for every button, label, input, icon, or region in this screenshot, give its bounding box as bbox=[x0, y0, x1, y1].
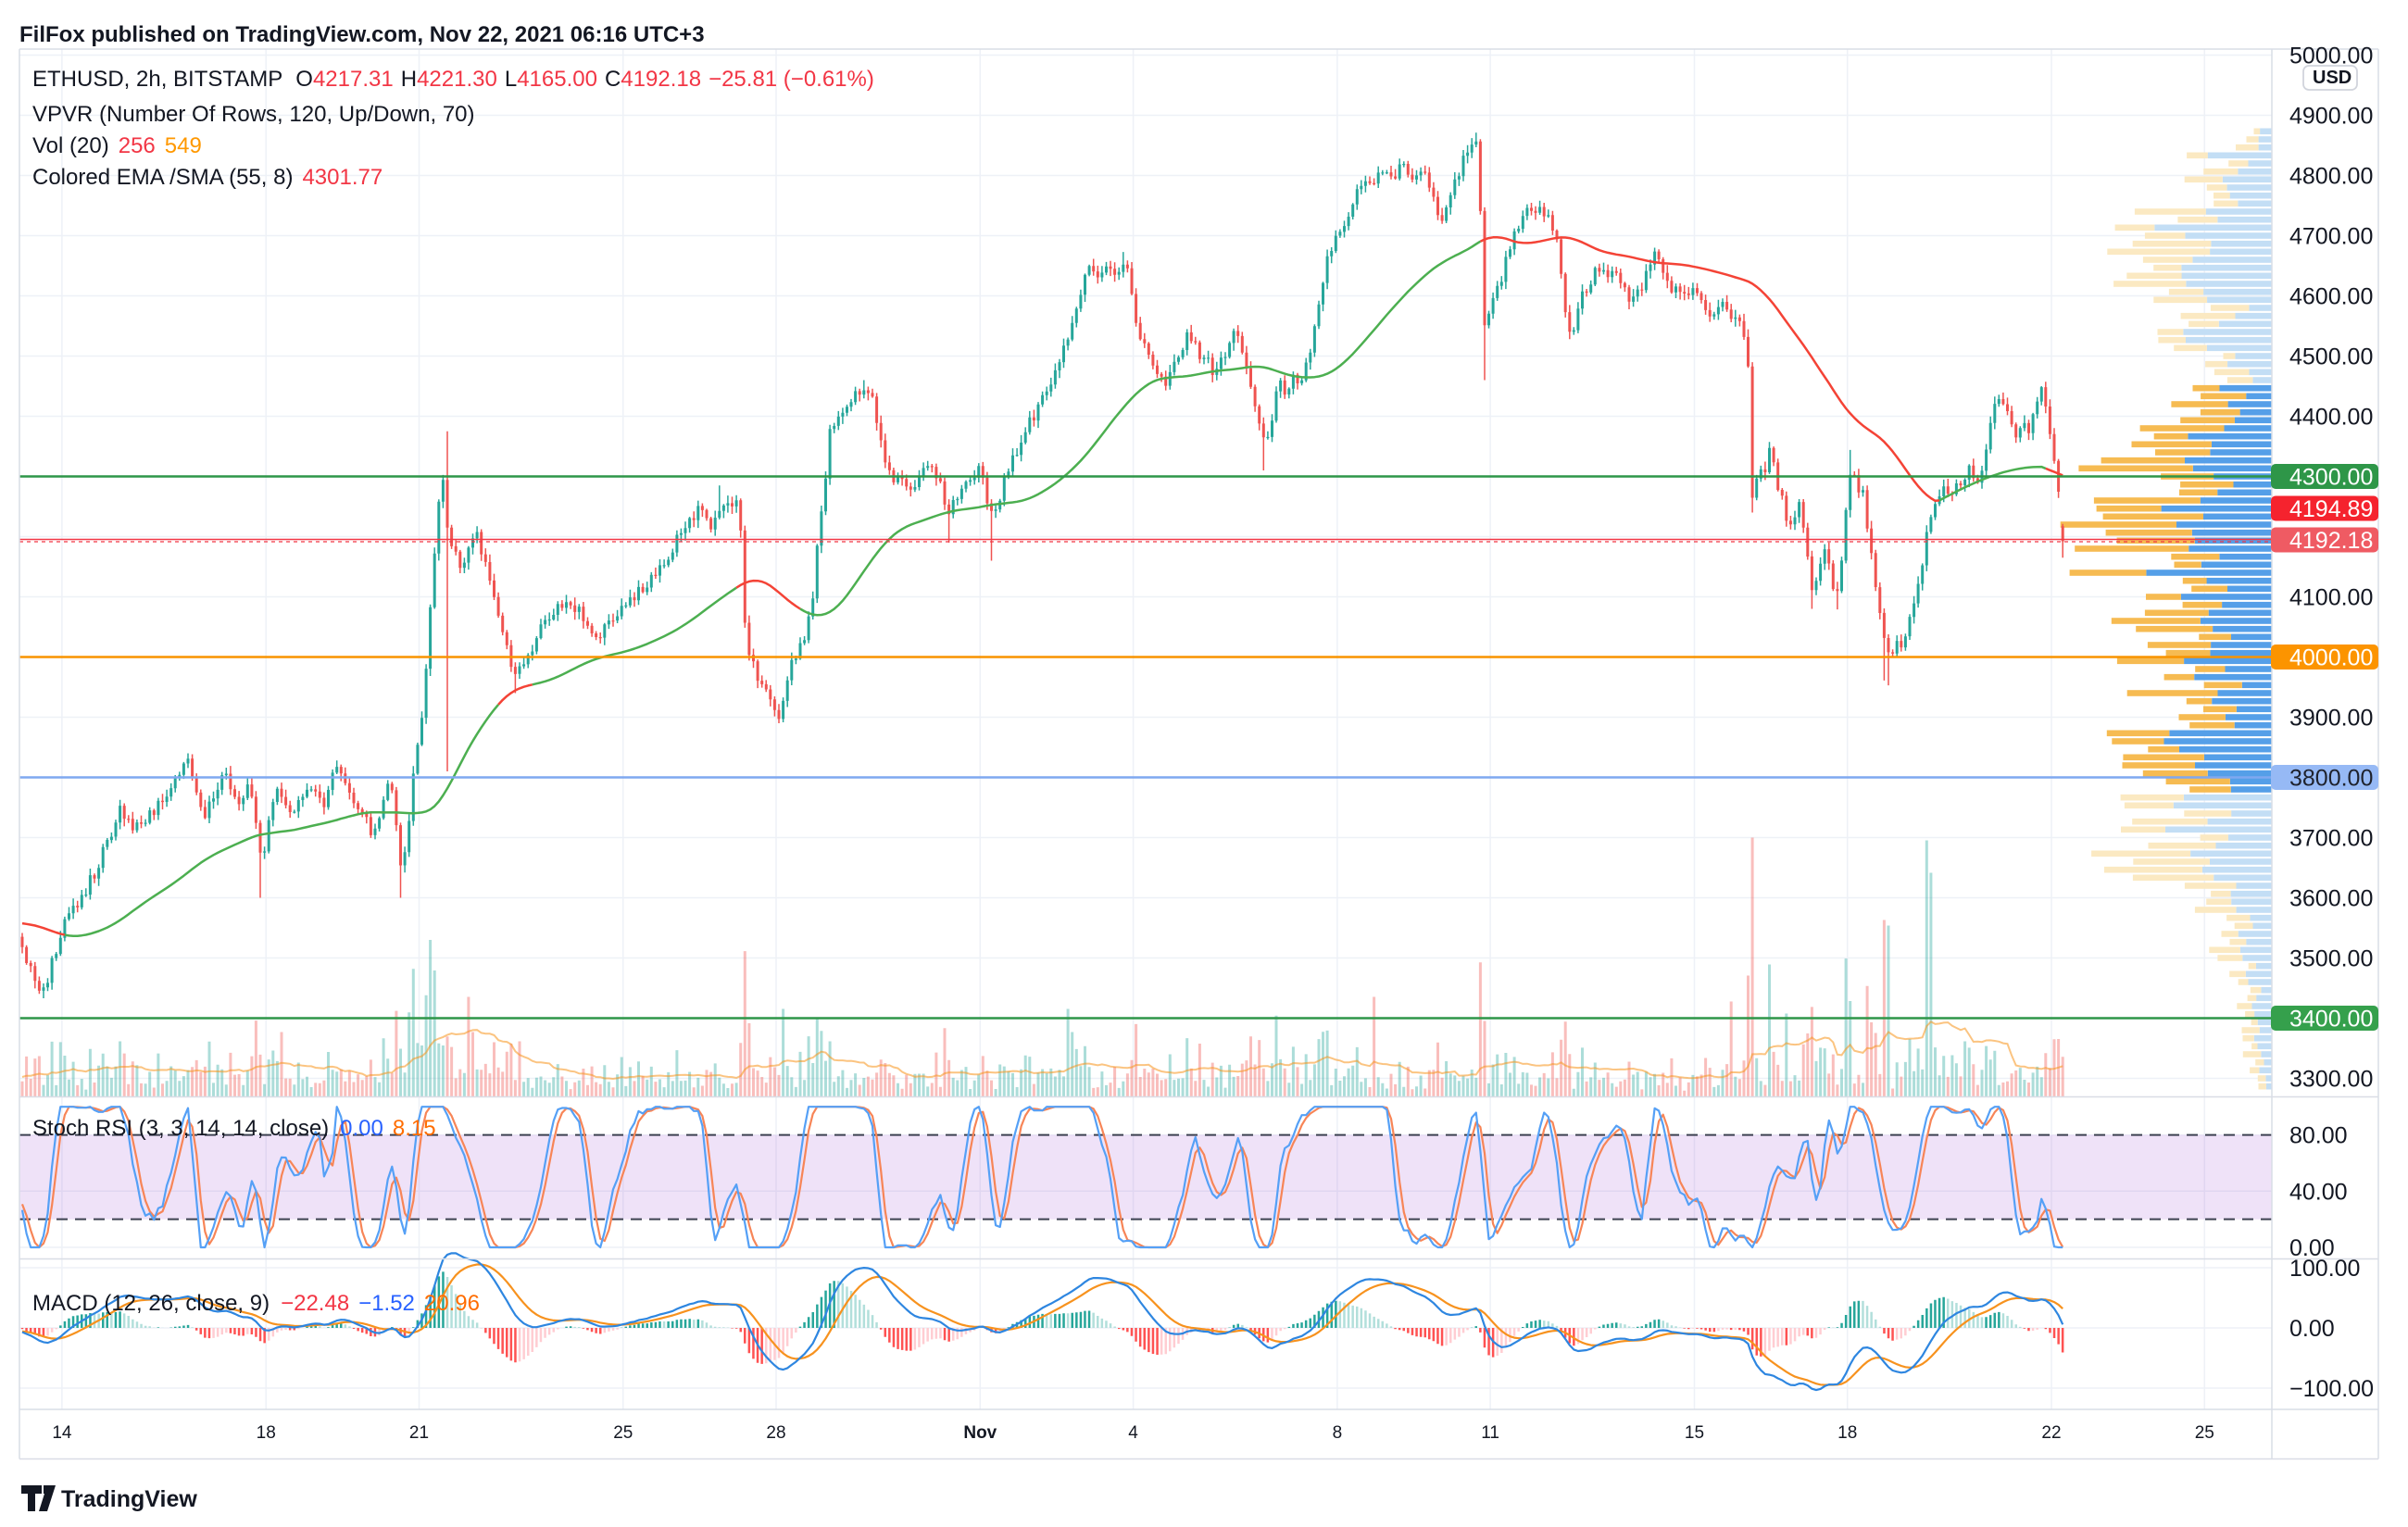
svg-text:80.00: 80.00 bbox=[2289, 1123, 2348, 1149]
svg-text:3600.00: 3600.00 bbox=[2289, 886, 2373, 912]
svg-text:0.00: 0.00 bbox=[2289, 1235, 2335, 1261]
svg-text:−100.00: −100.00 bbox=[2289, 1376, 2374, 1402]
svg-text:25: 25 bbox=[2195, 1423, 2214, 1443]
svg-text:18: 18 bbox=[257, 1423, 276, 1443]
svg-text:25: 25 bbox=[613, 1423, 633, 1443]
svg-text:21: 21 bbox=[409, 1423, 429, 1443]
svg-text:0.00: 0.00 bbox=[2289, 1316, 2335, 1342]
svg-text:4600.00: 4600.00 bbox=[2289, 284, 2373, 310]
svg-text:4: 4 bbox=[1128, 1423, 1138, 1443]
svg-text:MACD (12, 26, close, 9)−22.48−: MACD (12, 26, close, 9) −22.48 −1.52 20.96 bbox=[32, 1291, 480, 1316]
svg-text:14: 14 bbox=[52, 1423, 72, 1443]
svg-text:3300.00: 3300.00 bbox=[2289, 1067, 2373, 1093]
svg-text:15: 15 bbox=[1685, 1423, 1704, 1443]
svg-text:100.00: 100.00 bbox=[2289, 1256, 2360, 1282]
svg-text:TradingView: TradingView bbox=[61, 1486, 197, 1512]
svg-text:3900.00: 3900.00 bbox=[2289, 706, 2373, 732]
svg-text:4300.00: 4300.00 bbox=[2289, 465, 2373, 491]
svg-text:3700.00: 3700.00 bbox=[2289, 826, 2373, 852]
svg-text:USD: USD bbox=[2313, 68, 2352, 88]
svg-text:28: 28 bbox=[766, 1423, 785, 1443]
svg-text:VPVR (Number Of Rows, 120, Up/: VPVR (Number Of Rows, 120, Up/Down, 70) bbox=[32, 102, 475, 127]
svg-text:22: 22 bbox=[2041, 1423, 2061, 1443]
svg-text:11: 11 bbox=[1481, 1423, 1499, 1443]
svg-text:Nov: Nov bbox=[963, 1423, 997, 1443]
svg-text:18: 18 bbox=[1837, 1423, 1857, 1443]
svg-text:FilFox published on TradingVie: FilFox published on TradingView.com, Nov… bbox=[19, 22, 705, 47]
svg-text:4194.89: 4194.89 bbox=[2289, 496, 2373, 522]
svg-text:3800.00: 3800.00 bbox=[2289, 766, 2373, 792]
svg-text:4800.00: 4800.00 bbox=[2289, 164, 2373, 190]
svg-text:3500.00: 3500.00 bbox=[2289, 946, 2373, 972]
svg-text:4700.00: 4700.00 bbox=[2289, 224, 2373, 250]
svg-text:4500.00: 4500.00 bbox=[2289, 344, 2373, 370]
svg-text:3400.00: 3400.00 bbox=[2289, 1007, 2373, 1033]
svg-text:Stoch RSI (3, 3, 14, 14, close: Stoch RSI (3, 3, 14, 14, close) 0.00 8.15 bbox=[32, 1116, 436, 1141]
svg-text:4400.00: 4400.00 bbox=[2289, 405, 2373, 431]
svg-text:40.00: 40.00 bbox=[2289, 1179, 2348, 1205]
svg-text:4100.00: 4100.00 bbox=[2289, 585, 2373, 611]
svg-text:5000.00: 5000.00 bbox=[2289, 44, 2373, 69]
svg-text:4000.00: 4000.00 bbox=[2289, 645, 2373, 671]
svg-text:4192.18: 4192.18 bbox=[2289, 528, 2373, 554]
svg-text:4900.00: 4900.00 bbox=[2289, 104, 2373, 130]
svg-text:Colored EMA /SMA (55, 8)4301.7: Colored EMA /SMA (55, 8) 4301.77 bbox=[32, 165, 383, 190]
svg-text:8: 8 bbox=[1333, 1423, 1343, 1443]
